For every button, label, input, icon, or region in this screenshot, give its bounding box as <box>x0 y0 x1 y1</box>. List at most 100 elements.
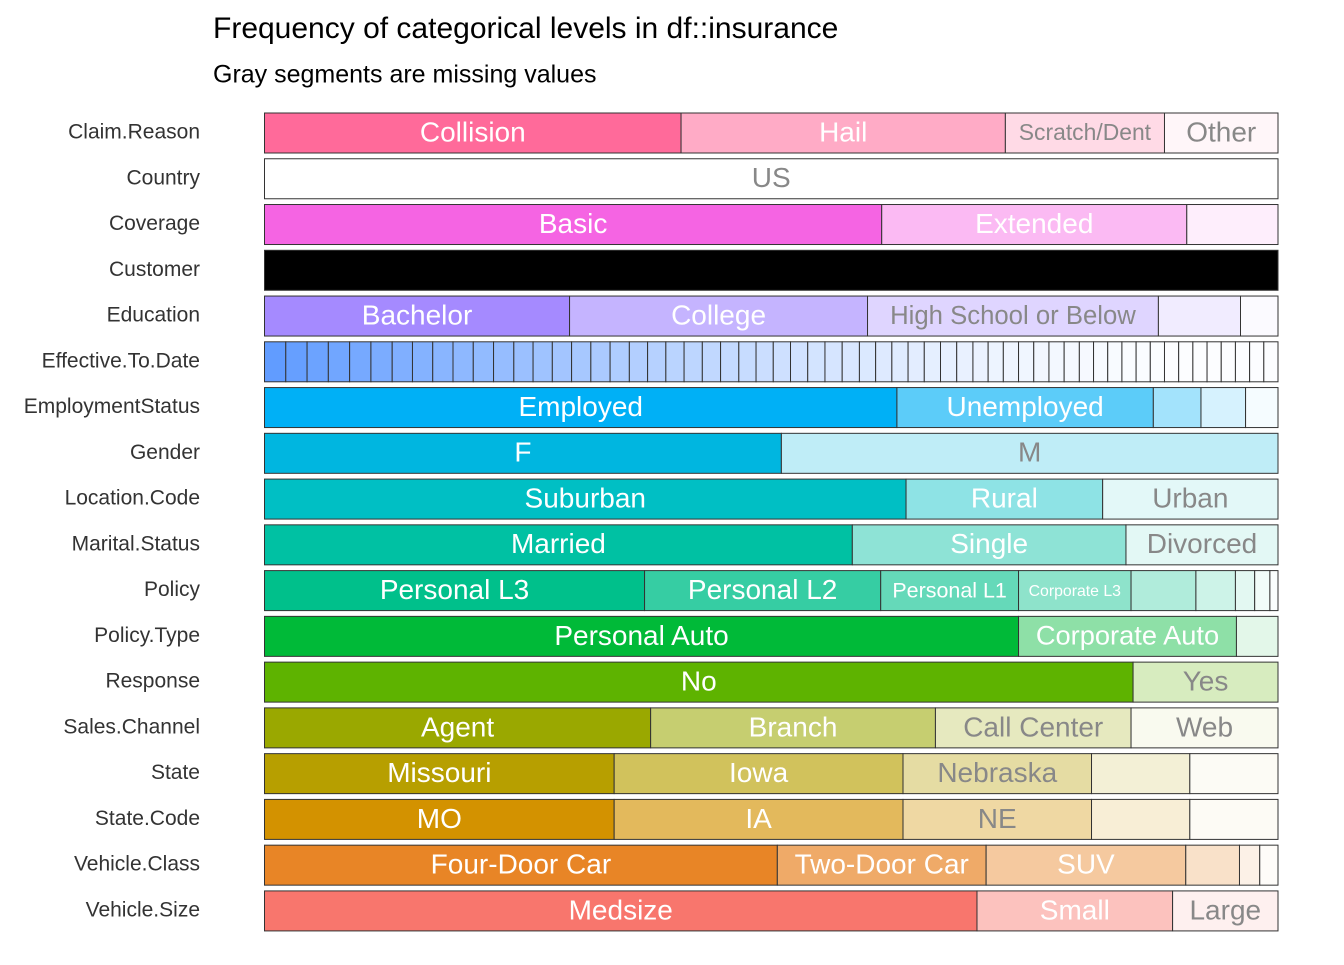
segment <box>923 341 942 383</box>
segment <box>772 341 792 383</box>
segment-label: Married <box>511 528 606 559</box>
segment-label: Corporate L3 <box>1029 583 1122 600</box>
row-label: Gender <box>130 441 200 464</box>
segment <box>285 341 308 383</box>
segment <box>1093 341 1109 383</box>
segment-label: US <box>752 162 791 193</box>
segment <box>264 570 646 612</box>
segment <box>264 890 978 932</box>
segment <box>807 341 826 383</box>
segment-label: Iowa <box>729 757 789 788</box>
row-label: Claim.Reason <box>68 121 200 144</box>
segment-label: Personal L3 <box>380 574 529 605</box>
segment-label: NE <box>978 803 1017 834</box>
row-label: Response <box>105 670 200 693</box>
segment-label: IA <box>745 803 772 834</box>
segment-label: Yes <box>1183 666 1229 697</box>
segment <box>1018 341 1035 383</box>
segment <box>609 341 630 383</box>
segment-label: Four-Door Car <box>431 849 611 880</box>
row-label: Coverage <box>109 212 200 235</box>
segment <box>493 341 515 383</box>
segment <box>940 341 958 383</box>
segment <box>738 341 757 383</box>
segment-label: Call Center <box>963 711 1103 742</box>
chart-title: Frequency of categorical levels in df::i… <box>213 12 838 45</box>
segment <box>264 844 778 886</box>
segment-label: Suburban <box>525 482 646 513</box>
segment <box>841 341 860 383</box>
segment <box>628 341 649 383</box>
segment <box>1178 341 1194 383</box>
segment <box>391 341 413 383</box>
segment <box>1238 844 1261 886</box>
segment <box>264 524 853 566</box>
segment <box>349 341 372 383</box>
segment <box>1234 570 1256 612</box>
segment <box>1206 341 1222 383</box>
row-label: Education <box>107 304 200 327</box>
segment <box>264 661 1134 703</box>
segment <box>824 341 843 383</box>
segment <box>264 798 615 840</box>
segment-label: Large <box>1189 894 1261 925</box>
segment-label: Small <box>1040 894 1110 925</box>
segment <box>1263 341 1279 383</box>
row-label: Vehicle.Class <box>74 853 200 876</box>
segment <box>1149 341 1165 383</box>
segment <box>1249 341 1265 383</box>
segment <box>1130 707 1279 749</box>
segment <box>683 341 703 383</box>
row-label: EmploymentStatus <box>24 395 200 418</box>
segment <box>613 753 904 795</box>
segment <box>720 341 740 383</box>
segment <box>851 524 1127 566</box>
segment <box>532 341 553 383</box>
segment <box>1185 844 1240 886</box>
segment <box>891 341 909 383</box>
segment <box>264 615 1020 657</box>
segment <box>1254 570 1271 612</box>
segment-label: Branch <box>749 711 838 742</box>
segment <box>902 753 1093 795</box>
segment-label: Personal L1 <box>892 578 1007 602</box>
segment <box>680 112 1006 154</box>
segment-label: Personal L2 <box>688 574 837 605</box>
segment <box>1091 753 1191 795</box>
segment <box>1192 341 1208 383</box>
row-label: State.Code <box>95 807 200 830</box>
segment <box>755 341 774 383</box>
segment <box>370 341 393 383</box>
segment <box>452 341 474 383</box>
segment <box>264 295 571 337</box>
segment-label: F <box>514 437 531 468</box>
segment-label: Unemployed <box>947 391 1104 422</box>
segment <box>880 570 1020 612</box>
segment <box>1195 570 1236 612</box>
segment <box>1189 753 1279 795</box>
segment-label: Employed <box>518 391 643 422</box>
segment-label: Single <box>950 528 1028 559</box>
segment-label: High School or Below <box>890 302 1136 330</box>
row-label: Policy.Type <box>94 624 200 647</box>
segment <box>976 890 1174 932</box>
segment <box>1135 341 1151 383</box>
segment-label: Divorced <box>1147 528 1257 559</box>
segment <box>1235 615 1279 657</box>
segment <box>513 341 534 383</box>
segment <box>972 341 989 383</box>
segment-label: Corporate Auto <box>1036 620 1219 651</box>
segment <box>1130 570 1197 612</box>
segment <box>881 204 1188 246</box>
segment-label: Urban <box>1152 482 1228 513</box>
segment <box>790 341 809 383</box>
segment <box>1245 387 1279 429</box>
segment-label: M <box>1018 437 1041 468</box>
row-label: State <box>151 761 200 784</box>
segment <box>264 112 682 154</box>
segment <box>956 341 974 383</box>
segment <box>1186 204 1279 246</box>
segment-label: Hail <box>819 116 867 147</box>
segment-label: Scratch/Dent <box>1019 119 1152 145</box>
